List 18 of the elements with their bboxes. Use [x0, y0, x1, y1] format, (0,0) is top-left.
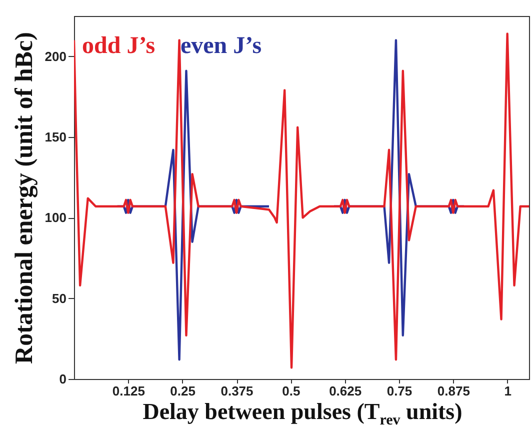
line-series — [74, 32, 529, 369]
series-label: odd J’s — [82, 33, 156, 59]
x-tick-label: 0.25 — [170, 384, 196, 398]
y-tick-label: 100 — [44, 210, 66, 226]
x-tick-label: 0.75 — [386, 384, 412, 398]
x-tick-label: 1 — [504, 384, 512, 398]
y-axis-title: Rotational energy (unit of hBc) — [10, 32, 38, 364]
x-tick-label: 0.625 — [329, 384, 362, 398]
y-tick-label: 50 — [52, 290, 66, 306]
series-label: even J’s — [180, 33, 262, 59]
x-tick-label: 0.875 — [437, 384, 470, 398]
y-tick-label: 150 — [44, 130, 66, 144]
x-tick-label: 0.5 — [282, 384, 300, 398]
x-tick-label: 0.125 — [112, 384, 145, 398]
y-tick-label: 200 — [44, 48, 66, 64]
x-tick-label: 0.375 — [220, 384, 254, 398]
y-tick-label: 0 — [59, 372, 66, 386]
x-axis-title: Delay between pulses (T$_{rev}$ units) — [142, 399, 464, 429]
